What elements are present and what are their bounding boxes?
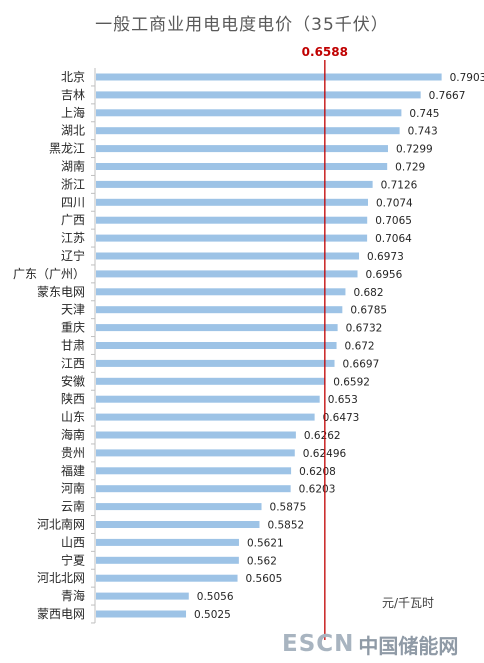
watermark-latin: ESCN [282, 631, 355, 657]
category-label: 宁夏 [61, 552, 85, 567]
data-label: 0.6697 [343, 358, 380, 370]
bar [96, 306, 343, 314]
bar [96, 216, 368, 224]
category-label: 广西 [61, 213, 85, 227]
bar [96, 610, 187, 618]
bar [96, 145, 388, 153]
category-label: 北京 [61, 70, 85, 84]
data-label: 0.7299 [396, 144, 433, 156]
data-label: 0.6203 [299, 484, 336, 496]
bar [96, 556, 239, 564]
category-label: 山西 [61, 535, 85, 549]
bar [96, 538, 239, 546]
bar [96, 413, 315, 421]
category-label: 贵州 [61, 446, 85, 460]
category-label: 天津 [61, 303, 85, 317]
category-label: 上海 [61, 105, 85, 120]
data-label: 0.5621 [247, 537, 284, 549]
bar [96, 485, 291, 493]
data-label: 0.653 [328, 394, 358, 406]
bar [96, 270, 358, 278]
data-label: 0.743 [408, 126, 438, 138]
data-label: 0.7667 [429, 90, 466, 102]
bar [96, 377, 326, 385]
category-label: 浙江 [61, 177, 85, 191]
bar [96, 431, 296, 439]
bar [96, 180, 373, 188]
reference-line-label: 0.6588 [302, 45, 348, 59]
bar [96, 73, 442, 81]
bar [96, 91, 421, 99]
category-label: 江西 [61, 356, 85, 370]
bar [96, 342, 337, 349]
category-label: 河北南网 [37, 517, 85, 532]
data-label: 0.7074 [376, 197, 413, 209]
data-label: 0.5852 [267, 520, 304, 532]
category-label: 湖南 [61, 159, 85, 174]
category-label: 福建 [61, 463, 85, 478]
data-label: 0.6208 [299, 466, 336, 478]
category-label: 甘肃 [61, 339, 85, 353]
watermark-cjk: 中国储能网 [358, 633, 459, 658]
category-label: 陕西 [61, 391, 85, 406]
category-label: 吉林 [61, 88, 85, 102]
data-label: 0.6262 [304, 430, 341, 442]
data-label: 0.6592 [333, 376, 370, 388]
data-label: 0.5056 [197, 591, 234, 603]
category-label: 海南 [61, 427, 85, 442]
data-label: 0.6956 [366, 269, 403, 281]
bar [96, 359, 335, 367]
watermark-logo: ESCN 中国储能网 [282, 630, 478, 658]
data-label: 0.6473 [323, 412, 360, 424]
bar [96, 234, 368, 242]
data-label: 0.5875 [270, 502, 307, 514]
data-label: 0.6973 [367, 251, 404, 263]
bar [96, 109, 402, 117]
data-label: 0.5025 [194, 609, 231, 621]
category-label: 蒙西电网 [37, 607, 85, 621]
category-label: 江苏 [61, 231, 85, 245]
bar [96, 395, 320, 403]
category-label: 四川 [61, 195, 85, 209]
unit-label: 元/千瓦时 [382, 596, 435, 610]
category-label: 黑龙江 [49, 142, 85, 156]
data-label: 0.6785 [350, 305, 387, 317]
category-label: 安徽 [61, 373, 85, 388]
bar [96, 592, 189, 600]
category-label: 湖北 [61, 123, 85, 138]
data-label: 0.729 [395, 162, 425, 174]
category-label: 云南 [61, 499, 85, 514]
category-label: 蒙东电网 [37, 285, 85, 299]
category-label: 河北北网 [37, 571, 85, 585]
bar [96, 252, 360, 260]
category-label: 山东 [61, 410, 85, 424]
bar [96, 127, 400, 135]
bar [96, 449, 295, 457]
data-label: 0.7126 [381, 179, 418, 191]
bar [96, 467, 292, 475]
bar [96, 521, 260, 528]
data-label: 0.682 [353, 287, 383, 299]
category-label: 河南 [61, 481, 85, 496]
data-label: 0.7903 [450, 72, 484, 84]
category-label: 广东（广州） [13, 267, 85, 281]
category-label: 青海 [61, 588, 85, 603]
data-label: 0.7064 [375, 233, 412, 245]
bar [96, 574, 238, 582]
category-label: 重庆 [61, 321, 85, 335]
data-label: 0.745 [409, 108, 439, 120]
bar [96, 503, 262, 511]
category-label: 辽宁 [61, 248, 85, 263]
bar [96, 288, 346, 296]
bar [96, 324, 338, 332]
data-label: 0.7065 [375, 215, 412, 227]
chart-title: 一般工商业用电电度电价（35千伏） [95, 15, 389, 35]
bar [96, 163, 388, 170]
data-label: 0.5605 [246, 573, 283, 585]
bar [96, 198, 369, 206]
data-label: 0.672 [345, 341, 375, 353]
data-label: 0.562 [247, 555, 277, 567]
data-label: 0.6732 [346, 323, 383, 335]
